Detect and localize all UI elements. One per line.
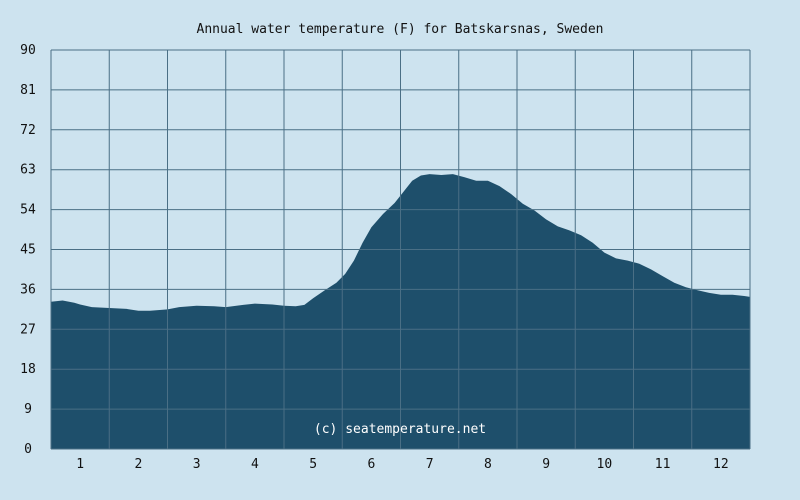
x-tick-label: 3 bbox=[193, 457, 201, 472]
x-tick-label: 5 bbox=[309, 457, 317, 472]
x-tick-label: 6 bbox=[367, 457, 375, 472]
y-tick-label: 18 bbox=[20, 362, 36, 377]
x-tick-label: 12 bbox=[713, 457, 729, 472]
y-tick-label: 0 bbox=[24, 442, 32, 457]
y-axis-ticks: 0 9 18 27 36 45 54 63 72 81 90 bbox=[20, 43, 36, 457]
x-tick-label: 4 bbox=[251, 457, 259, 472]
y-tick-label: 54 bbox=[20, 203, 36, 218]
x-tick-label: 9 bbox=[542, 457, 550, 472]
y-tick-label: 9 bbox=[24, 402, 32, 417]
y-tick-label: 63 bbox=[20, 163, 36, 178]
grid bbox=[50, 49, 751, 450]
y-tick-label: 81 bbox=[20, 83, 36, 98]
y-tick-label: 36 bbox=[20, 282, 36, 297]
y-tick-label: 90 bbox=[20, 43, 36, 58]
x-tick-label: 11 bbox=[655, 457, 671, 472]
x-tick-label: 10 bbox=[597, 457, 613, 472]
chart-title: Annual water temperature (F) for Batskar… bbox=[197, 22, 604, 37]
y-tick-label: 72 bbox=[20, 123, 36, 138]
x-tick-label: 1 bbox=[76, 457, 84, 472]
x-axis-ticks: 1 2 3 4 5 6 7 8 9 10 11 12 bbox=[76, 457, 728, 472]
y-tick-label: 45 bbox=[20, 243, 36, 258]
x-tick-label: 7 bbox=[426, 457, 434, 472]
x-tick-label: 2 bbox=[134, 457, 142, 472]
watermark-text: (c) seatemperature.net bbox=[314, 422, 486, 437]
y-tick-label: 27 bbox=[20, 322, 36, 337]
x-tick-label: 8 bbox=[484, 457, 492, 472]
